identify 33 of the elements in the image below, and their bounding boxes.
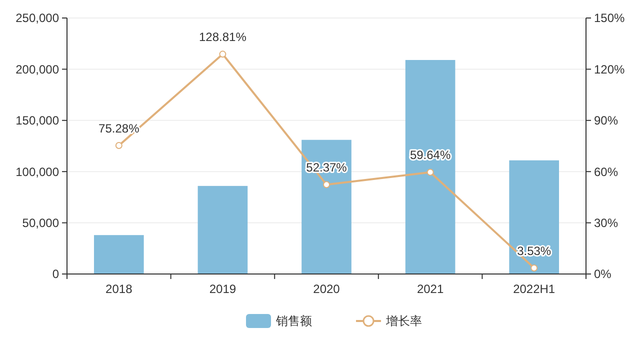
point [323, 181, 330, 188]
y-tick-label: 100,000 [16, 164, 60, 179]
bar [302, 140, 352, 274]
point [115, 142, 122, 150]
data-label: 128.81% [199, 30, 247, 44]
y2-tick-label: 120% [594, 62, 626, 76]
data-label: 59.64% [410, 148, 451, 162]
y-tick-label: 50,000 [22, 216, 60, 230]
y-tick-label: 0 [52, 267, 60, 282]
y2-tick-label: 0% [594, 267, 612, 282]
point [530, 264, 538, 272]
bar [509, 160, 560, 274]
y-tick-label: 150,000 [16, 114, 60, 128]
data-label: 3.53% [517, 244, 552, 258]
y-tick-label: 200,000 [16, 62, 60, 76]
y2-tick-label: 150% [594, 11, 626, 26]
bar [198, 186, 248, 274]
bar [405, 60, 456, 274]
data-label: 75.28% [98, 122, 140, 136]
x-tick-label: 2021 [416, 282, 444, 296]
y2-tick-label: 60% [594, 164, 618, 179]
point [219, 50, 226, 58]
point [426, 168, 434, 176]
y-tick-label: 250,000 [16, 11, 60, 26]
y2-tick-label: 30% [594, 216, 618, 230]
x-tick-label: 2019 [209, 282, 236, 296]
x-tick-label: 2018 [106, 282, 133, 296]
x-tick-label: 2020 [313, 282, 340, 296]
legend-label: 增长率 [385, 314, 422, 328]
legend-label: 销售额 [275, 314, 312, 328]
bar [94, 235, 144, 274]
y2-tick-label: 90% [594, 114, 618, 128]
x-tick-label: 2022H1 [513, 282, 556, 296]
